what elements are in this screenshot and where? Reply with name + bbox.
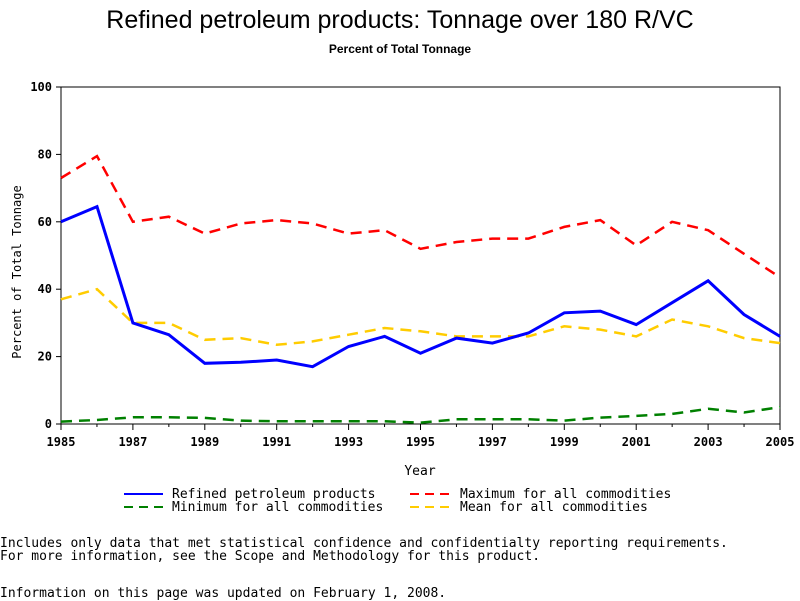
y-tick-label: 0 [45,417,52,431]
x-tick-label: 1989 [190,435,219,449]
legend-label: Minimum for all commodities [172,500,383,515]
chart-subtitle: Percent of Total Tonnage [328,42,472,56]
x-tick-label: 1999 [550,435,579,449]
x-tick-label: 1993 [334,435,363,449]
confidentiality-note: Includes only data that met statistical … [0,536,728,551]
x-axis-label: Year [404,464,435,479]
plot-area-border [60,86,781,425]
y-axis-label: Percent of Total Tonnage [10,185,24,358]
y-tick-label: 20 [38,350,52,364]
x-axis: 1985 1987 1989 1991 1993 1995 1997 1999 2001 2003… [47,424,795,449]
y-tick-label: 80 [38,147,52,161]
x-tick-label: 1997 [478,435,507,449]
series-line-refined-petroleum-products [60,204,781,369]
y-tick-label: 60 [38,215,52,229]
x-tick-label: 2001 [622,435,651,449]
y-axis: 0 20 40 60 80 100 [30,80,61,431]
legend-label: Mean for all commodities [460,500,648,515]
x-tick-label: 1995 [406,435,435,449]
updated-note: Information on this page was updated on … [0,586,447,601]
legend-label: Maximum for all commodities [460,487,671,502]
x-tick-label: 1991 [262,435,291,449]
legend: Refined petroleum products Maximum for al… [124,487,671,515]
y-tick-label: 100 [30,80,52,94]
series-line-mean-for-all-commodities [60,287,781,347]
legend-label: Refined petroleum products [172,487,376,502]
x-tick-label: 2005 [766,435,795,449]
series-line-minimum-for-all-commodities [60,405,781,424]
x-tick-label: 1985 [47,435,76,449]
x-tick-label: 2003 [694,435,723,449]
methodology-note: For more information, see the Scope and … [0,549,541,564]
chart-title: Refined petroleum products: Tonnage over… [106,6,694,34]
series-layer [60,154,781,424]
y-tick-label: 40 [38,282,52,296]
series-line-maximum-for-all-commodities [60,154,781,279]
plot-frame [60,86,781,425]
x-tick-label: 1987 [118,435,147,449]
